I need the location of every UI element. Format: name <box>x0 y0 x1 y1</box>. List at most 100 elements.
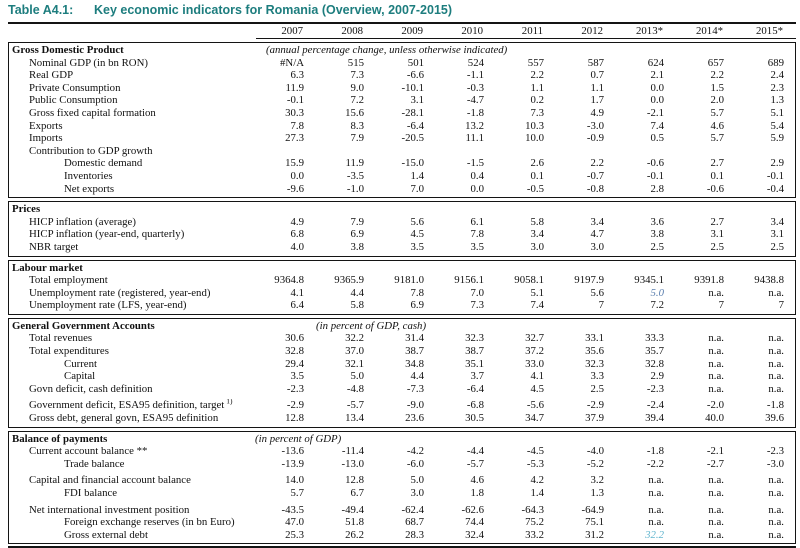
cell <box>257 145 317 158</box>
cell: -62.4 <box>401 503 425 516</box>
row-label: NBR target <box>29 240 79 253</box>
cell: 6.4 <box>290 299 305 312</box>
row-label: HICP inflation (average) <box>29 215 136 228</box>
section-header: Prices <box>12 203 41 216</box>
cell: 35.7 <box>645 345 664 358</box>
cell: 2.6 <box>530 157 545 170</box>
section-gross-domestic-product: Gross Domestic Product (annual percentage… <box>8 42 796 199</box>
table-row: Public Consumption -0.1 7.2 3.1 -4.7 0.2 1.7 0.… <box>9 94 795 107</box>
cell: n.a. <box>768 528 784 541</box>
cell: 4.4 <box>410 370 425 383</box>
row-label: Total employment <box>29 274 108 287</box>
cell: 7.4 <box>650 119 665 132</box>
cell: -13.9 <box>281 457 305 470</box>
cell: 0.0 <box>290 169 305 182</box>
cell: 4.5 <box>530 382 545 395</box>
cell: 2.9 <box>770 157 785 170</box>
table-row: Gross fixed capital formation 30.3 15.6 -28… <box>9 107 795 120</box>
row-label: Current account balance ** <box>29 445 148 458</box>
cell: 32.2 <box>645 528 664 541</box>
cell: 25.3 <box>285 528 304 541</box>
row-label: Govn deficit, cash definition <box>29 382 153 395</box>
table-row: Nominal GDP (in bn RON) #N/A 515 501 524 557 5… <box>9 57 795 70</box>
cell: n.a. <box>708 474 724 487</box>
cell: 657 <box>707 56 724 69</box>
cell: 1.3 <box>770 94 785 107</box>
cell: 1.7 <box>590 94 605 107</box>
cell: 6.3 <box>290 69 305 82</box>
cell: -2.1 <box>646 106 664 119</box>
cell: 33.0 <box>525 357 544 370</box>
section-header: Gross Domestic Product <box>12 44 124 56</box>
cell: 4.1 <box>290 286 305 299</box>
label-column-spacer <box>8 24 256 39</box>
table-row: Net international investment position -43… <box>9 504 795 517</box>
cell: -6.4 <box>406 119 424 132</box>
row-label: Total revenues <box>29 332 93 345</box>
row-label: Capital and financial account balance <box>29 474 191 487</box>
section-note: (annual percentage change, unless otherw… <box>266 44 508 56</box>
cell: -6.4 <box>466 382 484 395</box>
cell <box>377 145 437 158</box>
cell: 3.3 <box>590 370 605 383</box>
cell: #N/A <box>280 56 304 69</box>
cell: n.a. <box>708 357 724 370</box>
cell: 31.4 <box>405 332 424 345</box>
cell: 7 <box>778 299 784 312</box>
cell: n.a. <box>768 357 784 370</box>
table-row: Gross external debt 25.3 26.2 28.3 32.4 33.2 3… <box>9 529 795 542</box>
cell: n.a. <box>648 516 664 529</box>
cell: -2.0 <box>706 399 724 412</box>
cell: 1.5 <box>710 81 725 94</box>
cell: 13.4 <box>345 412 364 425</box>
cell: 2.2 <box>710 69 725 82</box>
cell: n.a. <box>708 286 724 299</box>
cell <box>617 145 677 158</box>
cell: -3.0 <box>586 119 604 132</box>
cell: 1.1 <box>530 81 545 94</box>
table-row: Unemployment rate (registered, year-end)… <box>9 287 795 300</box>
row-label: Exports <box>29 119 63 132</box>
cell: 7.3 <box>530 106 545 119</box>
section-header-row: Gross Domestic Product (annual percentage… <box>9 44 795 57</box>
cell: 30.6 <box>285 332 304 345</box>
cell: 0.1 <box>530 169 545 182</box>
cell: n.a. <box>768 332 784 345</box>
cell: -1.5 <box>466 157 484 170</box>
cell: 5.6 <box>590 286 605 299</box>
row-label: Contribution to GDP growth <box>29 144 153 157</box>
cell: 7.3 <box>470 299 485 312</box>
cell: 11.1 <box>465 132 485 145</box>
cell: 15.9 <box>285 157 304 170</box>
table-row: Total expenditures 32.8 37.0 38.7 38.7 37.2 35… <box>9 345 795 358</box>
cell: 0.5 <box>650 132 665 145</box>
cell: 3.4 <box>530 228 545 241</box>
cell: 7.0 <box>470 286 485 299</box>
top-rule <box>8 22 796 24</box>
cell: 29.4 <box>285 357 304 370</box>
section-header-row: Prices <box>9 203 795 216</box>
table-row: Imports 27.3 7.9 -20.5 11.1 10.0 -0.9 0.5 5.7 5.9 <box>9 132 795 145</box>
cell: 5.8 <box>350 299 365 312</box>
cell: 3.0 <box>530 240 545 253</box>
cell: -62.6 <box>461 503 485 516</box>
cell: -3.0 <box>766 457 784 470</box>
cell: 9.0 <box>350 81 365 94</box>
cell: 3.1 <box>710 228 725 241</box>
cell: 32.2 <box>345 332 364 345</box>
cell: -0.9 <box>586 132 604 145</box>
table-row: Domestic demand 15.9 11.9 -15.0 -1.5 2.6 2.2 -0… <box>9 157 795 170</box>
table-number-label: Table A4.1: <box>8 3 74 17</box>
table-row: Inventories 0.0 -3.5 1.4 0.4 0.1 -0.7 -0.1 0.1 -0… <box>9 170 795 183</box>
cell <box>317 145 377 158</box>
cell: n.a. <box>768 487 784 499</box>
column-header-2009: 2009 <box>401 25 423 37</box>
cell: 33.2 <box>525 528 544 541</box>
cell: -43.5 <box>281 503 305 516</box>
row-label: Inventories <box>64 169 113 182</box>
table-row: Current 29.4 32.1 34.8 35.1 33.0 32.3 32.8 n.a. n… <box>9 358 795 371</box>
cell: 11.9 <box>285 81 305 94</box>
cell: 4.6 <box>470 474 485 487</box>
cell: 27.3 <box>285 132 304 145</box>
cell: 9181.0 <box>394 274 424 287</box>
